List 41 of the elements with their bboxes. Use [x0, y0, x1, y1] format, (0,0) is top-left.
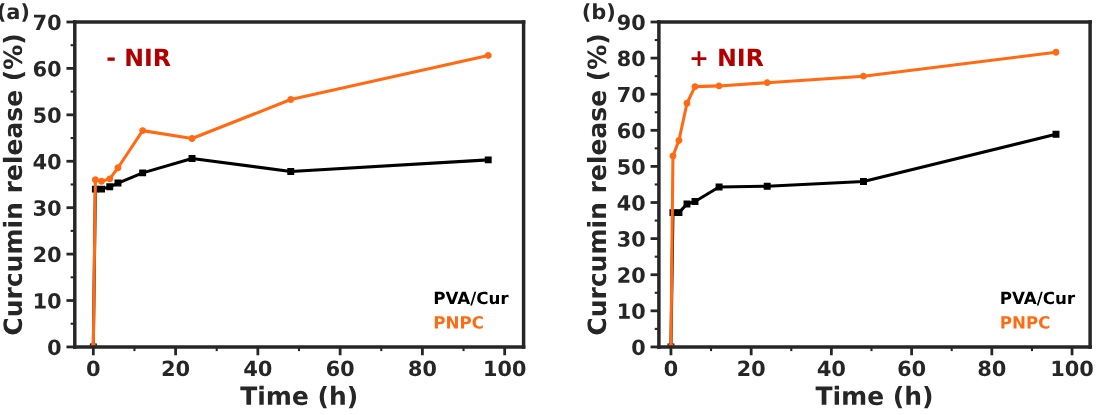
- x-tick-label: 0: [87, 360, 100, 377]
- y-tick-label: 10: [619, 303, 645, 320]
- y-tick-label: 50: [618, 158, 645, 175]
- y-tick-label: 20: [618, 267, 645, 283]
- y-tick-label: 40: [617, 194, 645, 211]
- text: PNPC: [434, 316, 483, 329]
- x-tick-label: 80: [409, 360, 436, 377]
- y-tick-label: 40: [33, 153, 61, 170]
- y-tick-label: 90: [617, 14, 645, 31]
- y-tick-label: 0: [48, 339, 61, 356]
- y-axis-title: Curcumin release (%): [2, 35, 26, 335]
- x-tick-label: 60: [898, 360, 926, 377]
- x-tick-label: 100: [1052, 360, 1093, 377]
- annotation: + NIR: [691, 48, 764, 66]
- y-tick-label: 30: [34, 200, 61, 216]
- y-tick-label: 10: [34, 292, 61, 309]
- x-tick-label: 40: [817, 360, 845, 377]
- x-tick-label: 80: [978, 360, 1006, 377]
- x-tick-label: 20: [738, 360, 765, 377]
- x-tick-label: 40: [244, 360, 272, 377]
- x-tick-label: 0: [664, 360, 678, 377]
- y-axis-title: Curcumin release (%): [586, 35, 610, 335]
- x-tick-label: 60: [326, 360, 354, 377]
- y-tick-label: 80: [617, 50, 645, 67]
- y-tick-label: 30: [618, 231, 645, 247]
- y-tick-label: 50: [34, 107, 61, 124]
- y-tick-label: 70: [618, 86, 645, 103]
- annotation: - NIR: [107, 48, 171, 66]
- text: PNPC: [1001, 316, 1050, 329]
- x-tick-label: 100: [485, 360, 526, 377]
- text: PVA/Cur: [1001, 291, 1076, 306]
- y-tick-label: 20: [34, 246, 61, 263]
- x-axis-title: Time (h): [815, 385, 932, 409]
- y-tick-label: 70: [34, 14, 61, 31]
- x-axis-title: Time (h): [240, 385, 357, 409]
- chart-title: (b): [583, 3, 614, 22]
- y-tick-label: 60: [618, 122, 645, 139]
- x-tick-label: 20: [162, 360, 190, 377]
- y-tick-label: 0: [632, 339, 645, 356]
- text: PVA/Cur: [434, 291, 509, 306]
- y-tick-label: 60: [33, 60, 61, 77]
